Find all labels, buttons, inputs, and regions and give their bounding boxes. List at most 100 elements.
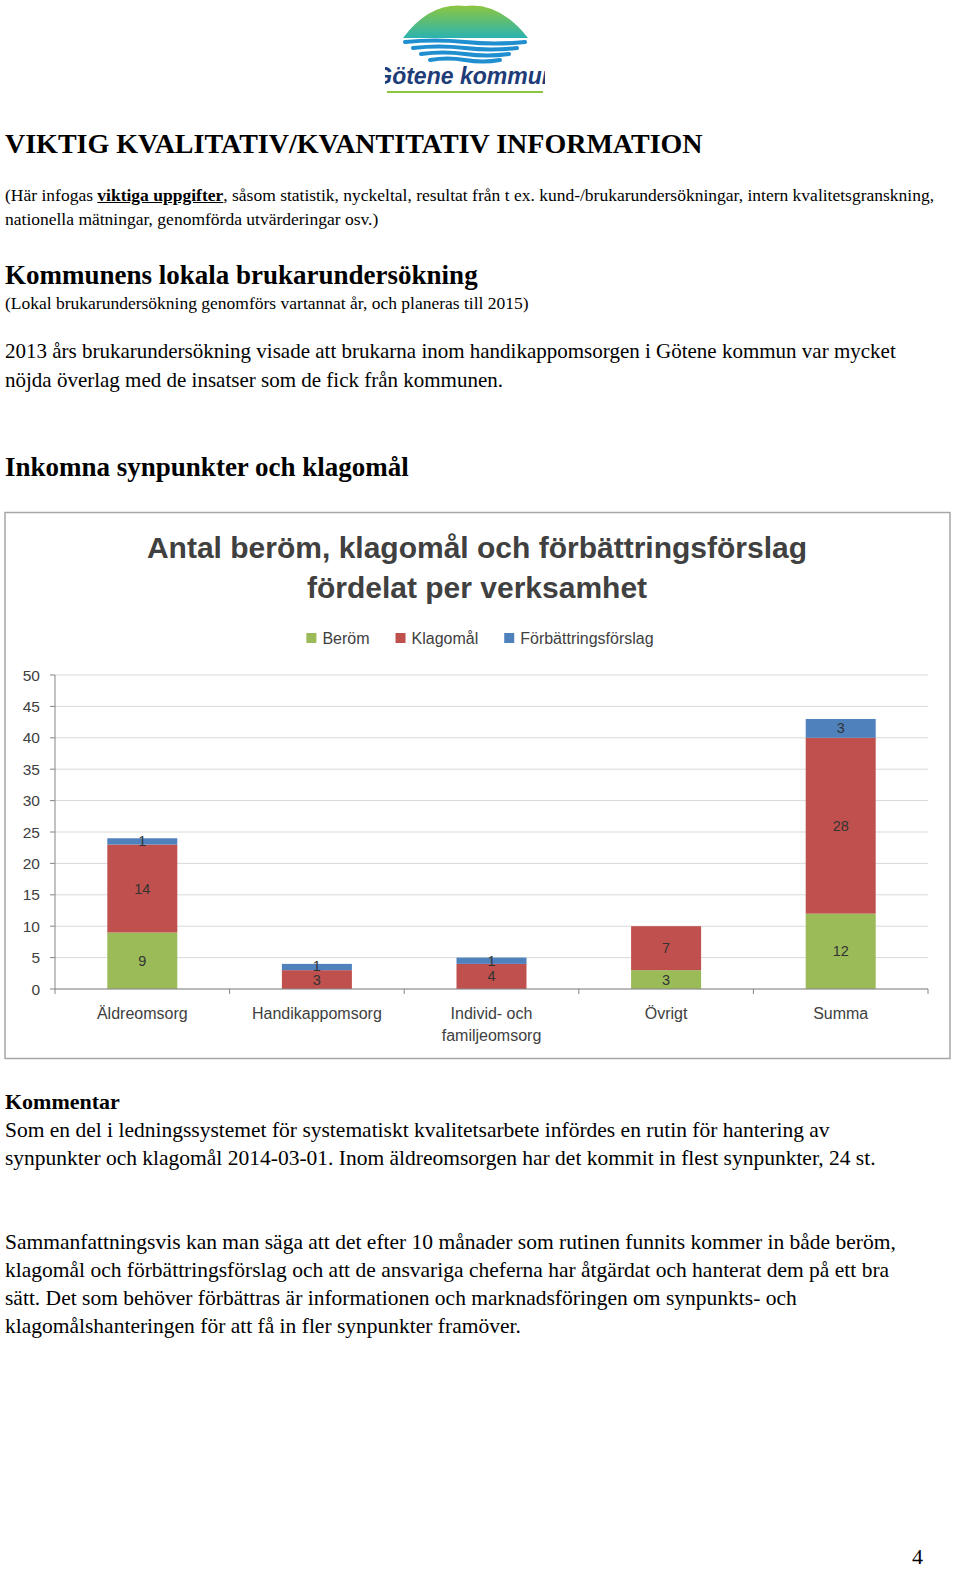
x-tick-line: familjeomsorg xyxy=(442,1027,542,1044)
grid-line xyxy=(55,706,928,707)
x-tick-line: Individ- och xyxy=(451,1005,533,1022)
legend-label: Beröm xyxy=(322,630,369,647)
x-tick-line: Äldreomsorg xyxy=(97,1005,188,1022)
grid-line xyxy=(55,894,928,895)
x-separator xyxy=(578,989,579,994)
intro: (Här infogas viktiga uppgifter, såsom st… xyxy=(5,183,935,231)
x-tick-label: Summa xyxy=(813,1005,868,1022)
bar xyxy=(806,719,876,738)
page-title: VIKTIG KVALITATIV/KVANTITATIV INFORMATIO… xyxy=(5,127,935,161)
chart-title: Antal beröm, klagomål och förbättringsfö… xyxy=(147,531,807,604)
logo: Götene kommun xyxy=(385,0,545,100)
logo-text: Götene kommun xyxy=(385,63,545,89)
y-tick xyxy=(50,957,55,958)
chart: Antal beröm, klagomål och förbättringsfö… xyxy=(4,511,952,1061)
data-label: 14 xyxy=(134,881,150,897)
x-tick-line: Handikappomsorg xyxy=(252,1005,382,1022)
section-text: 2013 års brukarundersökning visade att b… xyxy=(5,337,935,395)
y-tick xyxy=(50,706,55,707)
bar xyxy=(107,845,177,933)
data-label: 9 xyxy=(138,953,146,969)
x-separator xyxy=(404,989,405,994)
x-tick-label: Äldreomsorg xyxy=(97,1005,188,1022)
section-heading: Kommunens lokala brukarundersökning xyxy=(5,258,935,292)
bar xyxy=(631,970,701,989)
chart-frame xyxy=(5,513,950,1059)
comment-paragraph: Som en del i ledningssystemet för system… xyxy=(5,1116,925,1172)
legend-label: Klagomål xyxy=(412,630,479,647)
y-axis xyxy=(55,675,56,989)
data-label: 3 xyxy=(662,972,670,988)
data-label: 4 xyxy=(487,968,495,984)
logo-wave xyxy=(413,47,517,50)
data-label: 1 xyxy=(138,833,146,849)
x-tick-line: Övrigt xyxy=(645,1005,688,1022)
data-label: 7 xyxy=(662,940,670,956)
y-tick xyxy=(50,926,55,927)
y-tick-label: 5 xyxy=(31,949,40,966)
bar xyxy=(107,932,177,989)
data-label: 12 xyxy=(833,943,849,959)
data-labels: 914131413712283 xyxy=(134,720,849,987)
legend-label: Förbättringsförslag xyxy=(520,630,653,647)
y-tick xyxy=(50,675,55,676)
y-tick-label: 0 xyxy=(31,981,40,998)
bar xyxy=(631,926,701,927)
grid-line xyxy=(55,737,928,738)
bar xyxy=(806,738,876,914)
grid-line xyxy=(55,863,928,864)
grid-line xyxy=(55,800,928,801)
x-tick-label: Individ- och familjeomsorg xyxy=(442,1005,542,1044)
legend-swatch xyxy=(396,633,406,643)
y-tick-label: 10 xyxy=(23,918,41,935)
page-number: 4 xyxy=(912,1543,942,1571)
comment-heading: Kommentar xyxy=(5,1088,935,1116)
section-note: (Lokal brukarundersökning genomförs vart… xyxy=(5,291,935,315)
y-tick xyxy=(50,894,55,895)
legend-swatch xyxy=(504,633,514,643)
x-tick-line: Summa xyxy=(813,1005,868,1022)
y-tick-label: 35 xyxy=(23,761,40,778)
grid-line xyxy=(55,926,928,927)
y-tick-label: 50 xyxy=(23,667,41,684)
x-tick-label: Övrigt xyxy=(645,1005,688,1022)
y-tick xyxy=(50,769,55,770)
data-label: 3 xyxy=(837,720,845,736)
legend-swatch xyxy=(306,633,316,643)
x-separator xyxy=(928,989,929,994)
logo-underline xyxy=(387,91,543,93)
logo-wave xyxy=(430,59,500,62)
data-label: 1 xyxy=(487,953,495,969)
y-tick xyxy=(50,832,55,833)
x-separator xyxy=(55,989,56,994)
y-tick-label: 25 xyxy=(23,824,40,841)
chart-body: Antal beröm, klagomål och förbättringsfö… xyxy=(5,513,950,1059)
data-label: 28 xyxy=(833,818,849,834)
bar xyxy=(806,914,876,989)
section-heading: Inkomna synpunkter och klagomål xyxy=(5,450,935,484)
y-tick xyxy=(50,800,55,801)
chart-title-line: fördelat per verksamhet xyxy=(307,571,647,604)
y-tick xyxy=(50,737,55,738)
bar xyxy=(631,926,701,970)
y-tick xyxy=(50,989,55,990)
x-axis xyxy=(55,989,928,990)
y-tick-label: 45 xyxy=(23,698,40,715)
y-tick-label: 15 xyxy=(23,886,40,903)
x-tick-label: Handikappomsorg xyxy=(252,1005,382,1022)
x-separator xyxy=(229,989,230,994)
grid-line xyxy=(55,989,928,990)
grid-line xyxy=(55,769,928,770)
intro-bold: viktiga uppgifter xyxy=(97,185,223,205)
y-tick xyxy=(50,863,55,864)
bars xyxy=(107,719,875,989)
chart-title-line: Antal beröm, klagomål och förbättringsfö… xyxy=(147,531,807,564)
y-tick-label: 40 xyxy=(23,729,41,746)
grid-line xyxy=(55,675,928,676)
grid-line xyxy=(55,832,928,833)
logo-wave xyxy=(405,41,525,44)
data-label: 1 xyxy=(313,958,321,974)
logo-wave xyxy=(421,53,509,56)
logo-hill xyxy=(403,6,528,38)
y-tick-label: 30 xyxy=(23,792,41,809)
